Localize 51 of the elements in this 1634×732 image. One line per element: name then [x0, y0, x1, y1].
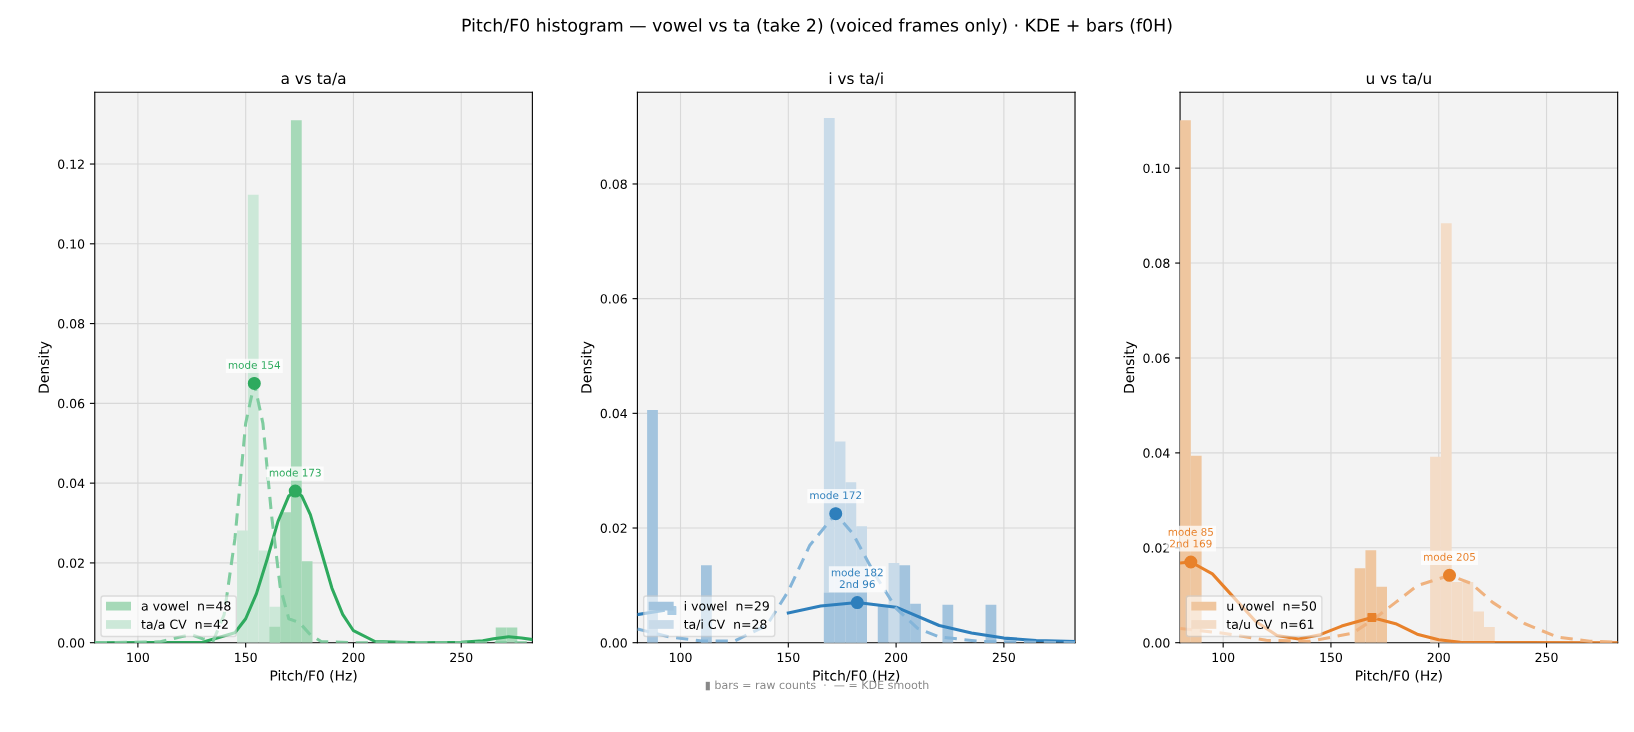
annotation: mode 172	[810, 491, 862, 500]
y-tick-label: 0.02	[58, 558, 84, 568]
y-tick-label: 0.06	[1143, 353, 1170, 363]
annotation: mode 85 2nd 169	[1168, 527, 1213, 548]
y-tick-label: 0.08	[600, 179, 627, 189]
y-tick-label: 0.00	[1143, 638, 1170, 648]
y-axis-title: Density	[38, 341, 52, 393]
legend-label: ta/i CV n=28	[684, 619, 767, 631]
x-axis-title: Pitch/F0 (Hz)	[1356, 670, 1442, 683]
y-axis-title: Density	[1123, 341, 1137, 393]
y-tick-label: 0.12	[58, 159, 84, 169]
legend-label: i vowel n=29	[684, 601, 769, 611]
x-tick-label: 250	[450, 652, 473, 663]
chart-title: i vs ta/i	[829, 72, 883, 86]
y-axis-title: Density	[580, 341, 595, 393]
y-tick-label: 0.08	[1143, 258, 1170, 268]
y-tick-label: 0.04	[58, 478, 85, 489]
x-axis-title: Pitch/F0 (Hz)	[270, 670, 357, 683]
y-tick-label: 0.02	[600, 523, 627, 533]
legend-label: u vowel n=50	[1227, 601, 1317, 611]
x-tick-label: 250	[992, 652, 1015, 663]
x-tick-label: 100	[127, 652, 149, 663]
x-tick-label: 200	[342, 652, 365, 663]
legend-label: ta/u CV n=61	[1226, 619, 1314, 631]
x-tick-label: 150	[235, 652, 257, 663]
y-tick-label: 0.02	[1143, 543, 1170, 553]
x-tick-label: 250	[1535, 652, 1558, 663]
x-tick-label: 200	[1427, 652, 1450, 663]
y-tick-label: 0.04	[1143, 448, 1170, 458]
annotation: mode 154	[228, 360, 281, 369]
annotation: mode 182 2nd 96	[831, 568, 883, 589]
legend-label: ta/a CV n=42	[141, 619, 228, 631]
y-tick-label: 0.00	[600, 638, 627, 648]
x-tick-label: 100	[1212, 652, 1235, 663]
annotation: mode 173	[269, 468, 321, 477]
y-tick-label: 0.10	[58, 239, 85, 249]
annotation: mode 205	[1424, 552, 1475, 561]
y-tick-label: 0.06	[58, 398, 85, 409]
legend-label: a vowel n=48	[141, 601, 231, 611]
y-tick-label: 0.10	[1143, 163, 1170, 174]
y-tick-label: 0.06	[600, 294, 627, 304]
x-tick-label: 150	[777, 652, 800, 663]
x-tick-label: 100	[669, 652, 692, 663]
chart-title: a vs ta/a	[281, 72, 346, 86]
y-tick-label: 0.08	[58, 319, 85, 329]
chart-title: u vs ta/u	[1366, 72, 1431, 86]
y-tick-label: 0.00	[58, 638, 85, 648]
x-tick-label: 150	[1320, 652, 1343, 663]
x-tick-label: 200	[885, 652, 908, 663]
y-tick-label: 0.04	[600, 408, 627, 419]
text: Pitch/F0 histogram — vowel vs ta (take 2) (voiced frames only) · KDE + bars (f0H)	[462, 18, 1172, 36]
